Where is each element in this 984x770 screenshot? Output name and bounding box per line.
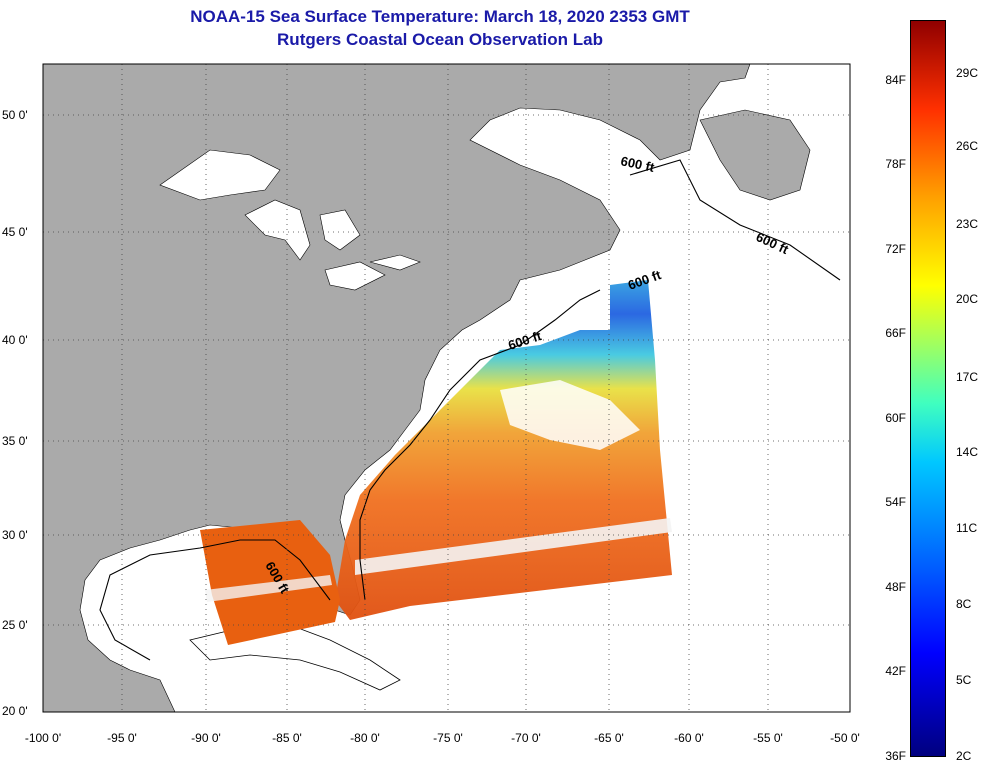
lat-label: 50 0' [2, 108, 28, 122]
colorbar-c-label: 14C [956, 445, 979, 459]
colorbar-c-label: 2C [956, 749, 972, 763]
lon-label: -60 0' [674, 731, 704, 745]
lat-label: 45 0' [2, 225, 28, 239]
colorbar-c-label: 17C [956, 370, 979, 384]
lat-label: 40 0' [2, 333, 28, 347]
lat-label: 25 0' [2, 618, 28, 632]
colorbar-c-label: 20C [956, 292, 979, 306]
lon-label: -75 0' [433, 731, 463, 745]
colorbar-f-label: 60F [885, 411, 906, 425]
colorbar-f-label: 42F [885, 664, 906, 678]
colorbar-c-label: 8C [956, 597, 972, 611]
map-title: NOAA-15 Sea Surface Temperature: March 1… [190, 7, 690, 26]
map-frame [42, 63, 851, 713]
temperature-colorbar [910, 20, 946, 757]
land-north-america [43, 64, 751, 712]
lon-label: -85 0' [272, 731, 302, 745]
lat-lon-grid [43, 64, 850, 712]
lat-label: 30 0' [2, 528, 28, 542]
map-subtitle: Rutgers Coastal Ocean Observation Lab [277, 30, 603, 49]
colorbar-f-label: 84F [885, 73, 906, 87]
colorbar-f-label: 72F [885, 242, 906, 256]
contour-label-1: 600 ft [619, 153, 656, 175]
lon-label: -100 0' [24, 731, 62, 745]
lon-label: -90 0' [191, 731, 221, 745]
land-newfoundland [699, 109, 811, 201]
colorbar-f-label: 36F [885, 749, 906, 763]
lon-label: -50 0' [830, 731, 860, 745]
colorbar-f-label: 78F [885, 157, 906, 171]
lon-label: -70 0' [511, 731, 541, 745]
lat-label: 20 0' [2, 704, 28, 718]
colorbar-c-label: 29C [956, 66, 979, 80]
great-lakes [159, 149, 421, 291]
colorbar-f-label: 66F [885, 326, 906, 340]
colorbar-c-label: 23C [956, 217, 979, 231]
colorbar-c-label: 11C [956, 521, 978, 535]
lon-label: -65 0' [594, 731, 624, 745]
colorbar-f-label: 54F [885, 495, 906, 509]
lat-label: 35 0' [2, 434, 28, 448]
scan-gap-2 [205, 575, 332, 602]
lon-label: -80 0' [350, 731, 380, 745]
lon-label: -55 0' [753, 731, 783, 745]
cloud-gap [500, 380, 640, 450]
lon-label: -95 0' [107, 731, 137, 745]
scan-gap-1 [355, 518, 672, 575]
colorbar-c-label: 5C [956, 673, 972, 687]
contour-600ft [99, 159, 841, 661]
colorbar-c-label: 26C [956, 139, 979, 153]
colorbar-f-label: 48F [885, 580, 906, 594]
